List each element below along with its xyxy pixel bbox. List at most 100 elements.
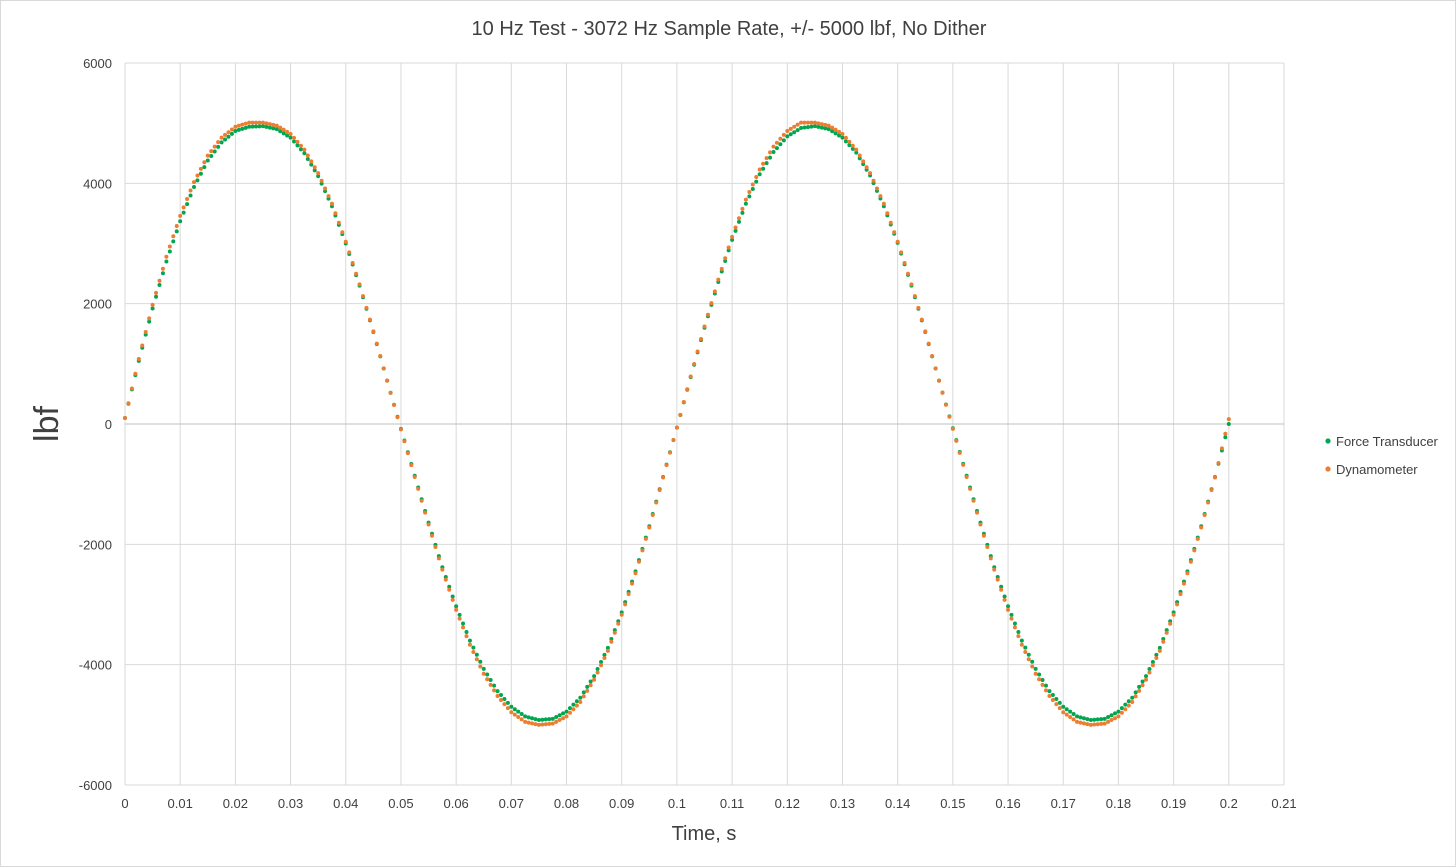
data-point bbox=[1195, 536, 1200, 541]
data-point bbox=[1168, 621, 1173, 626]
data-point bbox=[292, 135, 297, 140]
data-point bbox=[512, 712, 517, 717]
data-point bbox=[833, 127, 838, 132]
data-point bbox=[1006, 604, 1011, 609]
data-point bbox=[147, 316, 152, 321]
data-point bbox=[1157, 648, 1162, 653]
data-point bbox=[302, 151, 307, 156]
data-point bbox=[999, 587, 1004, 592]
data-point bbox=[464, 634, 469, 639]
data-point bbox=[160, 266, 165, 271]
x-tick-label: 0.07 bbox=[499, 796, 524, 811]
data-point bbox=[668, 450, 673, 455]
data-point bbox=[799, 120, 804, 125]
data-point bbox=[743, 201, 748, 206]
data-point bbox=[1202, 513, 1207, 518]
data-point bbox=[733, 225, 738, 230]
data-point bbox=[1209, 488, 1214, 493]
x-tick-label: 0.09 bbox=[609, 796, 634, 811]
data-point bbox=[616, 621, 621, 626]
data-point bbox=[985, 545, 990, 550]
data-point bbox=[805, 120, 810, 125]
data-point bbox=[830, 129, 835, 134]
data-point bbox=[550, 716, 555, 721]
data-point bbox=[288, 131, 293, 136]
data-point bbox=[343, 239, 348, 244]
data-point bbox=[657, 488, 662, 493]
data-point bbox=[212, 144, 217, 149]
y-tick-label: -2000 bbox=[79, 537, 112, 552]
data-point bbox=[788, 126, 793, 131]
x-tick-label: 0.18 bbox=[1106, 796, 1131, 811]
data-point bbox=[761, 161, 766, 166]
data-point bbox=[174, 229, 179, 234]
data-point bbox=[536, 718, 541, 723]
data-point bbox=[516, 709, 521, 714]
data-point bbox=[498, 698, 503, 703]
data-point bbox=[498, 693, 503, 698]
data-point bbox=[374, 341, 379, 346]
data-point bbox=[1019, 638, 1024, 643]
data-point bbox=[178, 219, 183, 224]
data-point bbox=[871, 178, 876, 183]
data-point bbox=[885, 211, 890, 216]
data-point bbox=[1144, 674, 1149, 679]
data-point bbox=[857, 153, 862, 158]
data-point bbox=[757, 167, 762, 172]
data-point bbox=[695, 349, 700, 354]
data-point bbox=[1016, 634, 1021, 639]
data-point bbox=[554, 719, 559, 724]
data-point bbox=[1140, 683, 1145, 688]
data-point bbox=[247, 124, 252, 129]
data-point bbox=[681, 400, 686, 405]
data-point bbox=[233, 128, 238, 133]
x-tick-label: 0.1 bbox=[668, 796, 686, 811]
x-tick-label: 0.02 bbox=[223, 796, 248, 811]
data-point bbox=[1043, 688, 1048, 693]
data-point bbox=[978, 522, 983, 527]
data-point bbox=[1023, 650, 1028, 655]
x-axis-label: Time, s bbox=[672, 823, 737, 845]
data-point bbox=[736, 216, 741, 221]
data-point bbox=[1188, 559, 1193, 564]
data-point bbox=[364, 305, 369, 310]
data-point bbox=[916, 305, 921, 310]
data-point bbox=[816, 124, 821, 129]
data-point bbox=[743, 197, 748, 202]
data-point bbox=[764, 156, 769, 161]
data-point bbox=[740, 210, 745, 215]
data-point bbox=[171, 239, 176, 244]
data-point bbox=[747, 194, 752, 199]
data-point bbox=[1112, 716, 1117, 721]
data-point bbox=[864, 165, 869, 170]
y-tick-label: -6000 bbox=[79, 778, 112, 793]
data-point bbox=[502, 696, 507, 701]
data-point bbox=[271, 122, 276, 127]
data-point bbox=[450, 594, 455, 599]
data-point bbox=[367, 317, 372, 322]
data-point bbox=[350, 261, 355, 266]
data-point bbox=[647, 525, 652, 530]
data-point bbox=[316, 174, 321, 179]
x-tick-label: 0.21 bbox=[1271, 796, 1296, 811]
data-point bbox=[136, 357, 141, 362]
data-point bbox=[819, 122, 824, 127]
data-point bbox=[1154, 652, 1159, 657]
data-point bbox=[550, 721, 555, 726]
data-point bbox=[285, 133, 290, 138]
data-point bbox=[802, 120, 807, 125]
data-point bbox=[1002, 594, 1007, 599]
data-point bbox=[881, 201, 886, 206]
data-point bbox=[329, 201, 334, 206]
data-point bbox=[250, 124, 255, 129]
data-point bbox=[754, 175, 759, 180]
data-point bbox=[336, 220, 341, 225]
data-point bbox=[902, 261, 907, 266]
data-point bbox=[1171, 612, 1176, 617]
data-point bbox=[557, 713, 562, 718]
data-point bbox=[1009, 612, 1014, 617]
data-point bbox=[557, 718, 562, 723]
data-point bbox=[195, 178, 200, 183]
data-point bbox=[950, 426, 955, 431]
data-point bbox=[723, 256, 728, 261]
